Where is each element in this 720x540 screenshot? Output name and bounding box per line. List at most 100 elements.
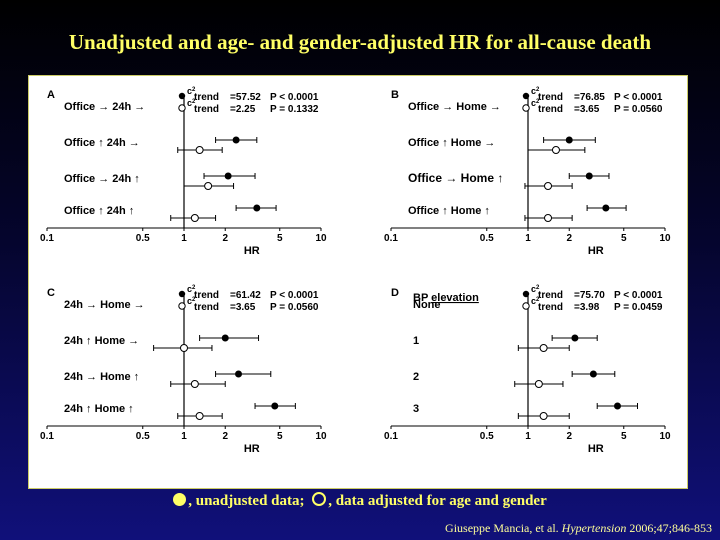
chi-square-superscript: 2 bbox=[192, 285, 196, 291]
category-label: Office → Home → bbox=[408, 101, 501, 113]
x-tick-label: 1 bbox=[525, 431, 531, 442]
stats-open-circle-icon bbox=[178, 104, 186, 112]
x-tick-label: 0.1 bbox=[384, 233, 398, 244]
chi-square-superscript: 2 bbox=[192, 297, 196, 303]
stats-filled-circle-icon bbox=[522, 92, 530, 100]
stats-open-circle-icon bbox=[522, 302, 530, 310]
stats-filled-circle-icon bbox=[178, 92, 186, 100]
x-tick-label: 2 bbox=[566, 431, 572, 442]
category-label: Office ↑ Home ↑ bbox=[408, 205, 490, 217]
x-tick-label: 1 bbox=[525, 233, 531, 244]
x-tick-label: 2 bbox=[222, 431, 228, 442]
category-label: Office ↑ 24h → bbox=[64, 137, 140, 149]
x-tick-label: 5 bbox=[277, 233, 283, 244]
point-adjusted bbox=[195, 412, 204, 420]
stats-open-circle-icon bbox=[522, 104, 530, 112]
point-unadjusted bbox=[565, 136, 573, 144]
chi-square-symbol: c2 bbox=[187, 284, 196, 294]
x-tick-label: 10 bbox=[659, 431, 671, 442]
category-label: Office → Home ↑ bbox=[408, 171, 503, 185]
category-label: 1 bbox=[413, 335, 419, 347]
stat-label: trend bbox=[194, 290, 219, 301]
panel-label-a: A bbox=[47, 89, 55, 101]
point-unadjusted bbox=[235, 370, 243, 378]
point-unadjusted bbox=[589, 370, 597, 378]
point-adjusted bbox=[534, 380, 543, 388]
stat-p-value: P < 0.0001 bbox=[270, 92, 319, 103]
stats-filled-circle-icon bbox=[178, 290, 186, 298]
category-label: Office ↑ 24h ↑ bbox=[64, 205, 134, 217]
citation-details: 2006;47;846-853 bbox=[626, 521, 712, 535]
stat-p-value: P = 0.0560 bbox=[270, 302, 319, 313]
x-tick-label: 2 bbox=[566, 233, 572, 244]
category-label: None bbox=[413, 299, 441, 311]
x-tick-label: 0.5 bbox=[480, 431, 494, 442]
point-unadjusted bbox=[271, 402, 279, 410]
point-unadjusted bbox=[224, 172, 232, 180]
category-label: Office → 24h ↑ bbox=[64, 173, 140, 185]
legend: , unadjusted data; , data adjusted for a… bbox=[0, 492, 720, 510]
stat-value: =3.98 bbox=[574, 302, 600, 313]
point-unadjusted bbox=[602, 204, 610, 212]
group-header-underlined: elevation bbox=[431, 292, 479, 304]
chi-square-superscript: 2 bbox=[192, 87, 196, 93]
x-axis-label: HR bbox=[588, 245, 604, 257]
stat-p-value: P < 0.0001 bbox=[270, 290, 319, 301]
open-circle-icon bbox=[312, 492, 327, 506]
category-label: 2 bbox=[413, 371, 419, 383]
x-tick-label: 10 bbox=[659, 233, 671, 244]
stat-value: =76.85 bbox=[574, 92, 605, 103]
panel-label-b: B bbox=[391, 89, 399, 101]
chi-square-symbol: c2 bbox=[187, 98, 196, 108]
category-label: 24h ↑ Home ↑ bbox=[64, 403, 134, 415]
panel-label-c: C bbox=[47, 287, 55, 299]
point-unadjusted bbox=[253, 204, 261, 212]
category-label: 24h → Home ↑ bbox=[64, 371, 139, 383]
stat-value: =57.52 bbox=[230, 92, 261, 103]
chi-square-symbol: c2 bbox=[187, 86, 196, 96]
point-adjusted bbox=[539, 344, 548, 352]
point-adjusted bbox=[190, 214, 199, 222]
point-adjusted bbox=[180, 344, 188, 352]
chi-square-symbol: c2 bbox=[531, 296, 540, 306]
x-tick-label: 10 bbox=[315, 233, 327, 244]
stat-label: trend bbox=[538, 92, 563, 103]
group-header: BP elevation bbox=[413, 292, 479, 304]
stat-label: trend bbox=[538, 302, 563, 313]
stat-p-value: P < 0.0001 bbox=[614, 290, 663, 301]
stat-value: =3.65 bbox=[230, 302, 256, 313]
x-tick-label: 0.5 bbox=[136, 431, 150, 442]
forest-plot-svg: A Office → 24h → Office ↑ 24h → Office → 24… bbox=[40, 86, 671, 455]
citation-authors: Giuseppe Mancia, et al. bbox=[445, 521, 562, 535]
stat-value: =61.42 bbox=[230, 290, 261, 301]
point-unadjusted bbox=[585, 172, 593, 180]
chi-square-superscript: 2 bbox=[536, 297, 540, 303]
slide-title: Unadjusted and age- and gender-adjusted … bbox=[68, 30, 652, 54]
stat-p-value: P = 0.1332 bbox=[270, 104, 319, 115]
x-tick-label: 1 bbox=[181, 233, 187, 244]
stat-value: =3.65 bbox=[574, 104, 600, 115]
x-tick-label: 5 bbox=[277, 431, 283, 442]
x-tick-label: 0.5 bbox=[480, 233, 494, 244]
stat-label: trend bbox=[194, 104, 219, 115]
chi-square-superscript: 2 bbox=[192, 99, 196, 105]
forest-plot-figure: A Office → 24h → Office ↑ 24h → Office → 24… bbox=[28, 75, 688, 489]
stats-filled-circle-icon bbox=[522, 290, 530, 298]
point-adjusted bbox=[551, 146, 560, 154]
chi-square-superscript: 2 bbox=[536, 99, 540, 105]
citation-journal: Hypertension bbox=[561, 521, 627, 535]
point-unadjusted bbox=[613, 402, 621, 410]
x-axis-label: HR bbox=[244, 245, 260, 257]
stat-p-value: P = 0.0459 bbox=[614, 302, 663, 313]
x-tick-label: 1 bbox=[181, 431, 187, 442]
chi-square-superscript: 2 bbox=[536, 285, 540, 291]
category-label: 24h → Home → bbox=[64, 299, 145, 311]
panel-label-d: D bbox=[391, 287, 399, 299]
legend-filled-label: , unadjusted data; bbox=[188, 493, 309, 509]
stat-value: =2.25 bbox=[230, 104, 256, 115]
x-axis-label: HR bbox=[244, 443, 260, 455]
citation: Giuseppe Mancia, et al. Hypertension 200… bbox=[445, 521, 712, 536]
legend-open-label: , data adjusted for age and gender bbox=[328, 493, 547, 509]
point-unadjusted bbox=[571, 334, 579, 342]
stat-label: trend bbox=[194, 92, 219, 103]
